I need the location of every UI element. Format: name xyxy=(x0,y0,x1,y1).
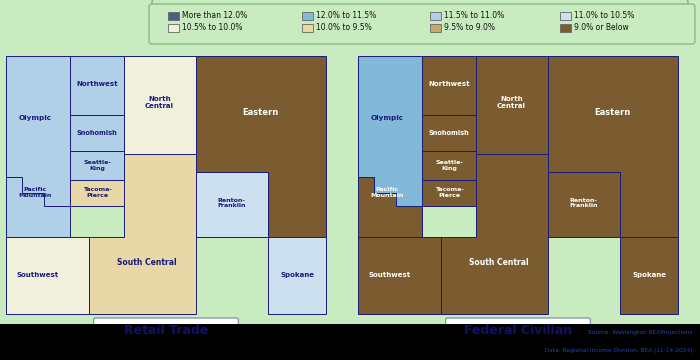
Text: 10.0% to 9.5%: 10.0% to 9.5% xyxy=(316,23,372,32)
Polygon shape xyxy=(125,56,197,154)
Bar xyxy=(435,7,447,16)
Text: Spokane: Spokane xyxy=(280,272,314,278)
Polygon shape xyxy=(422,56,477,115)
Text: South Central: South Central xyxy=(117,258,176,267)
Bar xyxy=(170,7,182,16)
Bar xyxy=(168,12,179,20)
FancyBboxPatch shape xyxy=(94,318,239,344)
Polygon shape xyxy=(197,56,326,237)
Polygon shape xyxy=(268,237,326,314)
Text: 11.0% to 10.5%: 11.0% to 10.5% xyxy=(580,7,644,16)
Polygon shape xyxy=(197,172,268,237)
Polygon shape xyxy=(6,237,89,314)
FancyBboxPatch shape xyxy=(149,4,695,44)
Text: 10.5% to 10.0%: 10.5% to 10.0% xyxy=(185,20,248,29)
Text: Olympic: Olympic xyxy=(18,115,51,121)
Bar xyxy=(430,24,441,32)
Text: Pacific
Mountain: Pacific Mountain xyxy=(18,187,52,198)
Polygon shape xyxy=(70,152,125,180)
Polygon shape xyxy=(548,56,678,237)
Bar xyxy=(310,20,322,29)
Polygon shape xyxy=(422,180,477,206)
Polygon shape xyxy=(70,56,125,115)
Polygon shape xyxy=(441,154,620,314)
Bar xyxy=(560,12,571,20)
Polygon shape xyxy=(358,56,422,206)
Text: Northwest: Northwest xyxy=(76,81,118,87)
Text: Seattle-
King: Seattle- King xyxy=(435,160,463,171)
Polygon shape xyxy=(6,177,70,237)
Polygon shape xyxy=(89,154,268,314)
Text: Tacoma-
Pierce: Tacoma- Pierce xyxy=(435,187,463,198)
Text: Tacoma-
Pierce: Tacoma- Pierce xyxy=(83,187,111,198)
Bar xyxy=(565,7,577,16)
Text: Seattle-
King: Seattle- King xyxy=(83,160,111,171)
Polygon shape xyxy=(620,237,678,314)
Polygon shape xyxy=(548,172,620,237)
Text: Renton-
Franklin: Renton- Franklin xyxy=(218,198,246,208)
Text: 9.0% or Below: 9.0% or Below xyxy=(580,20,638,29)
FancyBboxPatch shape xyxy=(152,0,688,40)
Text: 12.0% to 11.5%: 12.0% to 11.5% xyxy=(325,7,389,16)
Bar xyxy=(302,24,313,32)
Text: Renton-
Franklin: Renton- Franklin xyxy=(569,198,598,208)
Text: South Central: South Central xyxy=(469,258,528,267)
Polygon shape xyxy=(70,115,125,152)
Bar xyxy=(565,20,577,29)
Text: 9.0% or Below: 9.0% or Below xyxy=(574,23,629,32)
Text: North
Central: North Central xyxy=(145,96,174,109)
Text: Eastern: Eastern xyxy=(594,108,631,117)
Text: North
Central: North Central xyxy=(497,96,526,109)
Text: 10.0% to 9.5%: 10.0% to 9.5% xyxy=(325,20,384,29)
Bar xyxy=(310,7,322,16)
Text: Southwest: Southwest xyxy=(17,272,59,278)
Text: More than 12.0%: More than 12.0% xyxy=(185,7,253,16)
Text: Snohomish: Snohomish xyxy=(77,130,118,136)
Polygon shape xyxy=(70,180,125,206)
Text: 11.5% to 11.0%: 11.5% to 11.0% xyxy=(450,7,514,16)
Text: Northwest: Northwest xyxy=(428,81,470,87)
Text: Southwest: Southwest xyxy=(369,272,411,278)
Bar xyxy=(168,24,179,32)
Text: Federal Civilian: Federal Civilian xyxy=(464,324,572,338)
Text: Spokane: Spokane xyxy=(632,272,666,278)
Bar xyxy=(435,20,447,29)
Text: Source: Washington REAProjections: Source: Washington REAProjections xyxy=(589,330,693,335)
Polygon shape xyxy=(477,56,548,154)
Bar xyxy=(430,12,441,20)
Text: 9.5% to 9.0%: 9.5% to 9.0% xyxy=(444,23,495,32)
Text: More than 12.0%: More than 12.0% xyxy=(182,12,247,21)
Bar xyxy=(302,12,313,20)
Text: Retail Trade: Retail Trade xyxy=(124,324,208,338)
FancyBboxPatch shape xyxy=(446,318,590,344)
Polygon shape xyxy=(358,237,441,314)
Text: 12.0% to 11.5%: 12.0% to 11.5% xyxy=(316,12,377,21)
Text: Pacific
Mountain: Pacific Mountain xyxy=(370,187,403,198)
Text: 11.5% to 11.0%: 11.5% to 11.0% xyxy=(444,12,504,21)
Bar xyxy=(560,24,571,32)
Bar xyxy=(170,20,182,29)
Text: 10.5% to 10.0%: 10.5% to 10.0% xyxy=(182,23,242,32)
Text: Olympic: Olympic xyxy=(370,115,403,121)
Polygon shape xyxy=(422,115,477,152)
Text: Eastern: Eastern xyxy=(242,108,279,117)
Polygon shape xyxy=(358,177,422,237)
Text: 9.5% to 9.0%: 9.5% to 9.0% xyxy=(450,20,504,29)
Text: Snohomish: Snohomish xyxy=(429,130,470,136)
Text: 11.0% to 10.5%: 11.0% to 10.5% xyxy=(574,12,634,21)
Polygon shape xyxy=(422,152,477,180)
Polygon shape xyxy=(6,56,70,206)
Text: Data: Regional Income Division, BEA (11-14-2024): Data: Regional Income Division, BEA (11-… xyxy=(540,348,693,353)
